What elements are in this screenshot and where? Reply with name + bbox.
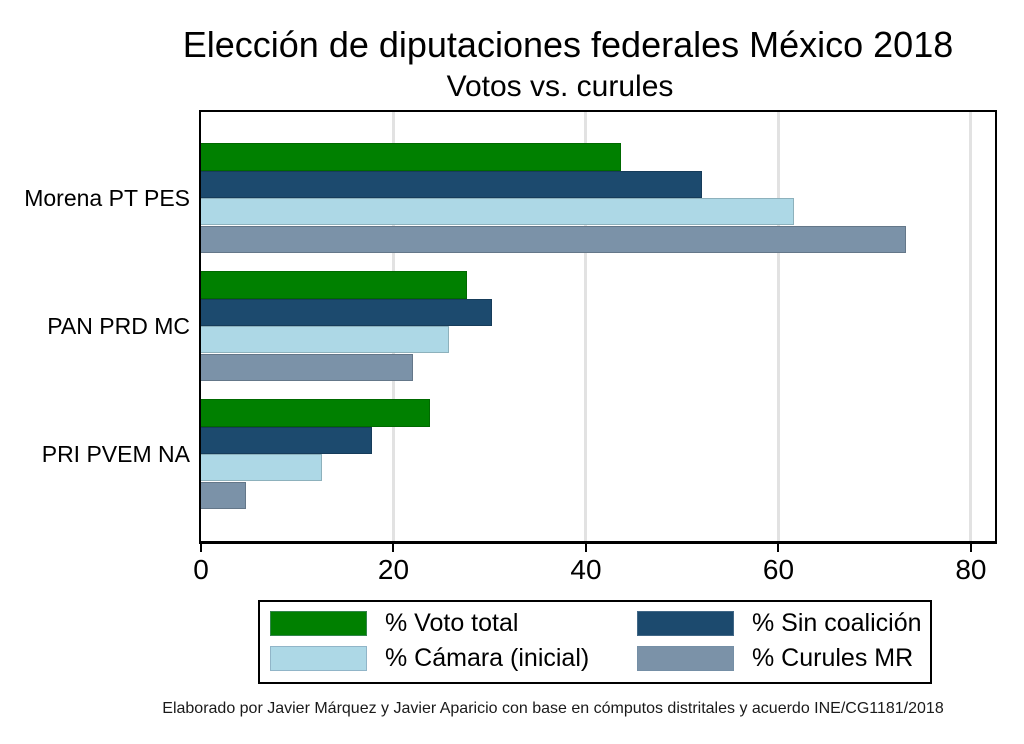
bar-2-3 — [201, 481, 247, 509]
legend: % Voto total % Sin coalición % Cámara (ini… — [258, 600, 932, 684]
bar-2-0 — [201, 399, 431, 427]
x-axis-tick-60 — [777, 543, 780, 552]
legend-swatch-2 — [270, 646, 367, 671]
legend-entry-3: % Curules MR — [637, 641, 913, 676]
x-axis-tick-label-40: 40 — [570, 554, 602, 585]
y-axis-label-1: PAN PRD MC — [47, 313, 190, 340]
legend-swatch-1 — [637, 611, 734, 636]
gridline-x-40 — [584, 112, 588, 541]
bar-1-1 — [201, 298, 492, 327]
gridline-x-60 — [776, 112, 780, 541]
bar-2-1 — [201, 426, 373, 455]
legend-swatch-0 — [270, 611, 367, 636]
legend-swatch-3 — [637, 646, 734, 671]
legend-label-0: % Voto total — [385, 609, 519, 637]
x-axis-tick-label-80: 80 — [955, 554, 987, 585]
x-axis-tick-label-20: 20 — [377, 554, 410, 585]
legend-label-3: % Curules MR — [752, 644, 914, 672]
legend-entry-0: % Voto total — [270, 606, 518, 641]
x-axis-tick-label-0: 0 — [193, 554, 209, 585]
legend-label-1: % Sin coalición — [752, 609, 922, 637]
bar-0-2 — [201, 198, 794, 226]
x-axis-tick-0 — [200, 543, 202, 552]
legend-entry-2: % Cámara (inicial) — [270, 641, 589, 676]
bar-1-2 — [201, 326, 450, 354]
x-axis-tick-label-60: 60 — [762, 554, 795, 585]
x-axis-tick-20 — [392, 543, 395, 552]
bar-0-3 — [201, 225, 907, 253]
bar-1-3 — [201, 353, 413, 381]
y-axis-label-0: Morena PT PES — [24, 185, 190, 212]
bar-1-0 — [201, 271, 467, 299]
bar-0-1 — [201, 170, 703, 199]
x-axis-tick-80 — [969, 543, 972, 552]
y-axis-label-2: PRI PVEM NA — [41, 441, 190, 468]
footnote: Elaborado por Javier Márquez y Javier Ap… — [162, 700, 944, 717]
bar-2-2 — [201, 454, 323, 482]
legend-entry-1: % Sin coalición — [637, 606, 922, 641]
x-axis-tick-40 — [584, 543, 587, 552]
bar-0-0 — [201, 143, 621, 171]
gridline-x-80 — [969, 112, 973, 541]
chart-subtitle: Votos vs. curules — [446, 70, 674, 103]
plot-area — [199, 110, 997, 544]
legend-label-2: % Cámara (inicial) — [385, 644, 590, 672]
chart-title: Elección de diputaciones federales Méxic… — [182, 24, 954, 65]
